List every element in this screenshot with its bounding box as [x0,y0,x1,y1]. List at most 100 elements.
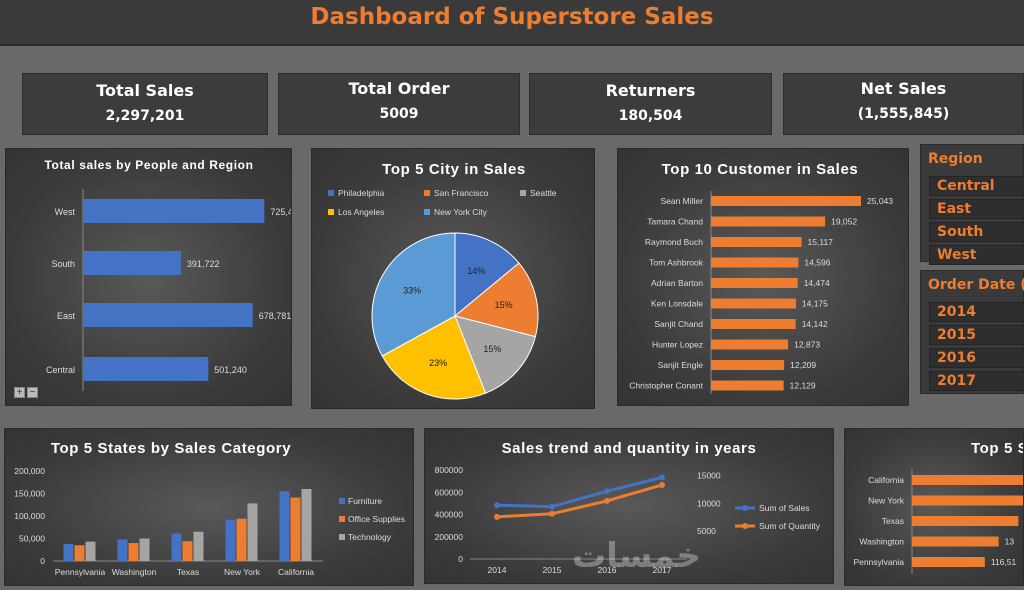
slicer-item-south[interactable]: South [929,222,1024,242]
legend-label: Seattle [530,188,557,198]
data-label: 116,51 [991,557,1017,567]
chart-title: Top 5 States by Sales Category [51,440,291,457]
slicer-item-west[interactable]: West [929,245,1024,265]
category-label: Pennsylvania [853,557,904,567]
slicer-item-2015[interactable]: 2015 [929,325,1024,345]
bar [83,357,209,381]
category-label: Sanjit Chand [654,319,703,329]
y-tick-label: 600000 [435,487,464,497]
slicer-item-2017[interactable]: 2017 [929,371,1024,391]
pie-slice [454,315,537,394]
legend-label: Office Supplies [348,514,405,524]
category-label: Sean Miller [660,196,703,206]
legend-swatch [339,534,345,540]
pie-slice [371,232,456,357]
category-label: New York [868,496,905,506]
x-tick-label: 2017 [653,565,672,575]
bar [912,495,1023,506]
data-label: 15,117 [808,237,834,247]
legend-swatch [424,190,430,196]
category-label: Hunter Lopez [652,340,703,350]
category-label: Adrian Barton [651,278,703,288]
series-marker [494,502,500,509]
x-tick-label: Washington [112,567,157,577]
y-tick-label: 200000 [435,532,464,542]
legend-swatch [424,209,430,215]
legend-swatch [520,190,526,196]
x-tick-label: California [278,567,314,577]
slicer-item-central[interactable]: Central [929,176,1024,196]
y2-tick-label: 5000 [697,526,716,536]
chart-title: Sales trend and quantity in years [502,440,757,457]
slice-label: 15% [495,300,513,310]
column [85,541,96,561]
bar [711,278,798,288]
slicer-item-east[interactable]: East [929,199,1024,219]
chart-title: Top 5 City in Sales [382,161,526,178]
column [290,497,301,561]
legend-label: San Francisco [434,188,489,198]
top-states-bar-chart: Top 5 S California New York Texas Washington… [853,440,1024,574]
chart-top-states: Top 5 S California New York Texas Washington… [844,428,1024,586]
bar [711,237,802,247]
pie-slice [454,232,520,318]
watermark-logo: خمسات [572,536,701,576]
bar [711,380,784,391]
customer-bar-chart: Top 10 Customer in Sales Sean Miller 25,04… [629,161,893,394]
slicer-item-2014[interactable]: 2014 [929,302,1024,322]
x-tick-label: 2014 [488,565,507,575]
bar [711,257,799,268]
chart-top-city: Top 5 City in Sales Philadelphia San Franc… [311,148,595,409]
bar [912,516,1019,526]
category-label: Sanjit Engle [658,360,704,370]
kpi-value: 5009 [379,106,419,122]
order-date-slicer: Order Date (Ye 2014 2015 2016 2017 [920,270,1024,394]
y2-tick-label: 10000 [697,498,721,508]
legend-swatch [339,516,345,522]
legend-swatch [328,190,334,196]
collapse-button[interactable]: − [27,387,38,398]
kpi-value: (1,555,845) [857,106,950,122]
column [247,503,258,561]
legend-marker [742,523,748,529]
bar [83,251,181,275]
column [225,519,236,561]
slicer-item-2016[interactable]: 2016 [929,348,1024,368]
slice-label: 14% [467,266,485,276]
chart-sales-by-region: Total sales by People and Region West 725,… [5,148,292,406]
category-label: East [57,311,76,321]
data-label: 19,052 [831,217,857,227]
series-marker [659,474,665,481]
bar [83,199,265,223]
legend-marker [742,505,748,511]
series-marker [659,481,665,488]
column [63,543,74,561]
chart-title: Total sales by People and Region [44,158,253,172]
data-label: 14,596 [804,258,830,268]
legend-swatch [328,209,334,215]
category-label: Christopher Conant [629,381,703,391]
series-line [496,483,663,519]
kpi-value: 180,504 [618,108,683,124]
legend-label: Los Angeles [338,207,384,217]
y-tick-label: 200,000 [14,466,45,476]
data-label: 14,175 [802,299,828,309]
chart-states-category: Top 5 States by Sales Category 0 50,000 100… [4,428,414,586]
x-tick-label: 2015 [543,565,562,575]
kpi-net-sales: Net Sales (1,555,845) [783,73,1024,135]
x-tick-label: Pennsylvania [55,567,106,577]
column [128,543,139,561]
data-label: 14,142 [802,319,828,329]
kpi-label: Net Sales [860,79,947,98]
bar [912,475,1023,485]
series-marker [549,510,555,517]
expand-button[interactable]: + [14,387,25,398]
city-pie-chart: Top 5 City in Sales Philadelphia San Franc… [328,161,557,400]
bar [912,536,999,547]
data-label: 678,781 [259,311,292,321]
column [279,491,290,561]
region-bar-chart: Total sales by People and Region West 725,… [44,158,292,391]
chart-title: Top 5 S [971,440,1024,457]
column [171,533,182,561]
bar [711,319,796,329]
